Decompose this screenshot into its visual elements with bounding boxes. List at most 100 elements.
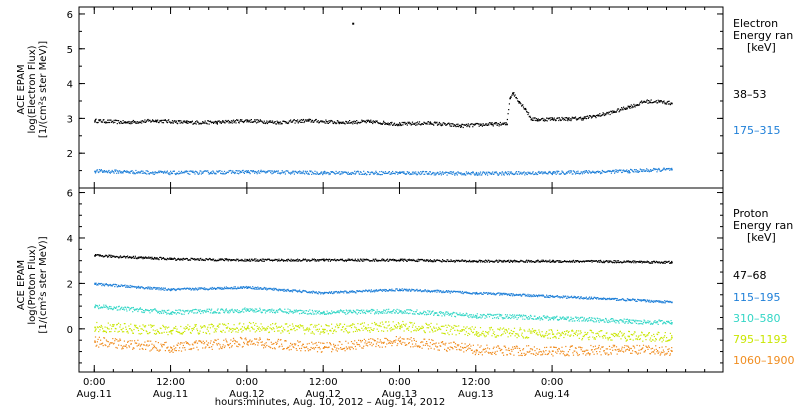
- data-point: [461, 174, 463, 176]
- data-point: [143, 287, 145, 289]
- data-point: [571, 116, 573, 118]
- data-point: [503, 317, 505, 319]
- data-point: [114, 256, 116, 258]
- data-point: [585, 296, 587, 298]
- data-point: [212, 326, 214, 328]
- data-point: [323, 258, 325, 260]
- data-point: [563, 296, 565, 298]
- data-point: [162, 310, 164, 312]
- data-point: [477, 293, 479, 295]
- data-point: [532, 295, 534, 298]
- data-point: [446, 259, 448, 261]
- data-point: [551, 119, 553, 121]
- data-point: [103, 330, 106, 332]
- data-point: [210, 121, 212, 123]
- data-point: [361, 119, 363, 121]
- data-point: [127, 255, 129, 257]
- data-point: [360, 309, 362, 312]
- data-point: [417, 171, 419, 173]
- data-point: [347, 332, 349, 334]
- data-point: [241, 259, 243, 261]
- data-point: [455, 126, 457, 128]
- data-point: [594, 260, 596, 262]
- data-point: [488, 124, 490, 126]
- data-point: [390, 172, 392, 174]
- data-point: [146, 331, 148, 333]
- data-point: [495, 293, 498, 295]
- data-point: [535, 318, 537, 320]
- data-point: [433, 124, 435, 126]
- data-point: [120, 307, 122, 309]
- data-point: [513, 314, 516, 316]
- data-point: [420, 259, 422, 261]
- data-point: [254, 170, 256, 173]
- data-point: [596, 320, 598, 322]
- data-point: [216, 309, 218, 311]
- data-point: [394, 312, 396, 314]
- data-point: [128, 122, 131, 125]
- data-point: [136, 172, 138, 174]
- data-point: [383, 312, 385, 314]
- data-point: [336, 172, 338, 174]
- data-point: [280, 309, 282, 311]
- data-point: [239, 328, 242, 330]
- data-point: [379, 288, 381, 291]
- data-point: [237, 258, 239, 260]
- data-point: [151, 120, 153, 122]
- data-point: [107, 170, 109, 172]
- data-point: [243, 260, 245, 262]
- data-point: [517, 100, 519, 102]
- data-point: [556, 172, 559, 174]
- data-point: [132, 306, 134, 309]
- data-point: [183, 327, 185, 329]
- data-point: [433, 261, 435, 263]
- data-point: [241, 258, 243, 261]
- data-point: [580, 172, 582, 174]
- data-point: [663, 262, 665, 264]
- data-point: [642, 170, 644, 173]
- data-point: [270, 259, 272, 261]
- data-point: [104, 326, 106, 328]
- data-point: [581, 119, 583, 121]
- data-point: [327, 259, 329, 261]
- data-point: [547, 173, 549, 175]
- data-point: [540, 317, 542, 319]
- data-point: [632, 171, 634, 173]
- data-point: [582, 171, 584, 173]
- data-point: [347, 121, 349, 123]
- data-point: [341, 173, 343, 175]
- data-point: [517, 261, 519, 263]
- data-point: [203, 170, 205, 172]
- data-point: [345, 290, 347, 292]
- data-point: [633, 103, 635, 105]
- data-point: [220, 308, 222, 310]
- data-point: [469, 172, 471, 174]
- data-point: [601, 169, 603, 172]
- data-point: [343, 122, 346, 124]
- data-point: [391, 312, 393, 314]
- data-point: [621, 108, 623, 110]
- data-point: [148, 310, 150, 312]
- data-point: [261, 311, 263, 313]
- data-point: [194, 259, 196, 261]
- data-point: [213, 312, 215, 314]
- data-point: [504, 260, 506, 262]
- data-point: [671, 260, 673, 263]
- data-point: [180, 172, 182, 174]
- data-point: [179, 120, 181, 122]
- data-point: [334, 329, 336, 331]
- data-point: [251, 258, 253, 260]
- data-point: [323, 259, 325, 262]
- data-point: [318, 173, 320, 175]
- data-point: [226, 310, 228, 312]
- data-point: [223, 260, 226, 262]
- data-point: [115, 255, 117, 258]
- data-point: [546, 173, 548, 175]
- data-point: [402, 311, 405, 313]
- data-point: [617, 299, 619, 301]
- data-point: [230, 309, 233, 311]
- data-point: [184, 171, 186, 173]
- data-point: [626, 321, 628, 323]
- data-point: [615, 322, 617, 324]
- data-point: [426, 123, 428, 125]
